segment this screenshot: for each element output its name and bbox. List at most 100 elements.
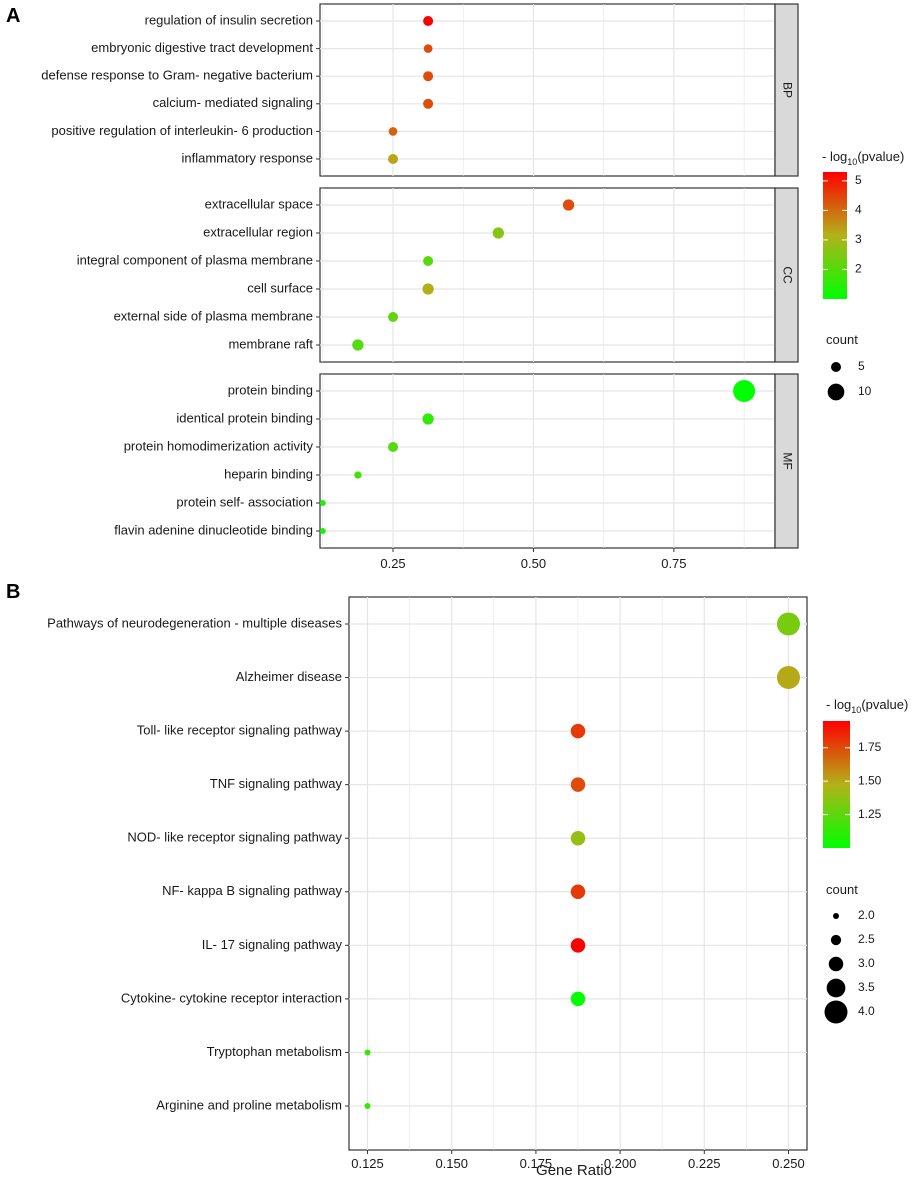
data-point: [319, 528, 326, 534]
y-tick-label: positive regulation of interleukin- 6 pr…: [51, 123, 313, 138]
y-tick-label: identical protein binding: [176, 410, 313, 425]
facet-strip-bp: [774, 3, 799, 177]
y-tick-label: IL- 17 signaling pathway: [202, 937, 343, 952]
data-point: [776, 612, 800, 636]
panel-b-y-labels: Pathways of neurodegeneration - multiple…: [47, 615, 349, 1112]
data-point: [733, 380, 756, 402]
panel-a-size-keys: 5 10: [827, 359, 872, 401]
size-key-dot: [831, 362, 841, 372]
size-key-label: 10: [858, 384, 872, 398]
y-tick-label: external side of plasma membrane: [114, 308, 313, 323]
size-key-label: 2.5: [858, 932, 875, 946]
data-point: [423, 44, 433, 53]
panel-b-plot: Pathways of neurodegeneration - multiple…: [47, 596, 808, 1151]
y-tick-label: defense response to Gram- negative bacte…: [41, 68, 313, 83]
facet-cc-points: [352, 199, 575, 351]
data-point: [570, 991, 586, 1007]
x-tick-label: 0.250: [772, 1156, 805, 1171]
facet-panel-bp: regulation of insulin secretion embryonic…: [41, 3, 799, 177]
y-tick-label: membrane raft: [228, 336, 313, 351]
panel-label-b: B: [6, 581, 20, 603]
data-point: [388, 442, 399, 452]
facet-panel-mf-border: [319, 373, 776, 549]
size-key-label: 3.0: [858, 956, 875, 970]
panel-b-colorbar-ticks: 1.25 1.50 1.75: [823, 740, 882, 821]
x-tick-label: 0.150: [435, 1156, 468, 1171]
y-tick-label: TNF signaling pathway: [210, 776, 343, 791]
panel-a-x-axis: 0.25 0.50 0.75: [380, 548, 687, 571]
colorbar-tick-label: 5: [855, 173, 862, 187]
panel-b-points: [364, 612, 800, 1109]
panel-b-x-axis: 0.125 0.150 0.175 0.200 0.225 0.250: [351, 1150, 805, 1171]
panel-b-colorbar: [823, 721, 850, 848]
y-tick-label: regulation of insulin secretion: [145, 12, 313, 27]
panel-b-color-legend-title: - log10(pvalue): [826, 697, 908, 715]
size-key-dot: [827, 383, 845, 401]
y-tick-label: Alzheimer disease: [236, 669, 342, 684]
colorbar-tick-label: 1.25: [858, 807, 882, 821]
data-point: [570, 723, 586, 739]
panel-a-colorbar-ticks: 2 3 4 5: [823, 173, 862, 276]
facet-mf-points: [319, 380, 756, 534]
data-point: [354, 471, 362, 479]
y-tick-label: Arginine and proline metabolism: [156, 1097, 342, 1112]
data-point: [562, 199, 575, 211]
data-point: [319, 500, 326, 506]
data-point: [423, 16, 434, 26]
data-point: [570, 938, 586, 953]
size-key-label: 5: [858, 359, 865, 373]
y-tick-label: Tryptophan metabolism: [207, 1044, 342, 1059]
size-key-dot: [830, 934, 842, 946]
panel-b-x-axis-title: Gene Ratio: [536, 1162, 612, 1179]
facet-mf-y-labels: protein binding identical protein binding…: [114, 382, 320, 537]
size-key-dot: [824, 1000, 848, 1024]
y-tick-label: NOD- like receptor signaling pathway: [127, 830, 342, 845]
x-tick-label: 0.50: [521, 556, 546, 571]
colorbar-tick-label: 3: [855, 232, 862, 246]
data-point: [422, 413, 434, 425]
size-key-label: 4.0: [858, 1004, 875, 1018]
panel-a-size-legend-title: count: [826, 332, 858, 347]
y-tick-label: embryonic digestive tract development: [91, 40, 313, 55]
facet-cc-grid: [320, 188, 775, 362]
panel-b-legend: - log10(pvalue) 1.25 1.50 1.75 count 2.0 2.…: [823, 697, 908, 1024]
x-tick-label: 0.75: [661, 556, 686, 571]
size-key-label: 3.5: [858, 980, 875, 994]
y-tick-label: NF- kappa B signaling pathway: [162, 883, 342, 898]
facet-strip-mf: [774, 373, 799, 549]
data-point: [570, 830, 586, 846]
x-tick-label: 0.200: [604, 1156, 637, 1171]
size-key-dot: [826, 978, 846, 998]
facet-strip-cc: [774, 187, 799, 363]
facet-cc-y-labels: extracellular space extracellular region i…: [77, 196, 320, 351]
x-tick-label: 0.125: [351, 1156, 384, 1171]
data-point: [388, 154, 399, 164]
facet-panel-cc-border: [319, 187, 776, 363]
data-point: [570, 777, 586, 792]
colorbar-tick-label: 1.75: [858, 740, 882, 754]
data-point: [776, 666, 800, 690]
y-tick-label: Cytokine- cytokine receptor interaction: [121, 990, 342, 1005]
y-tick-label: inflammatory response: [182, 150, 314, 165]
panel-label-a: A: [6, 5, 20, 27]
y-tick-label: heparin binding: [224, 466, 313, 481]
y-tick-label: Pathways of neurodegeneration - multiple…: [47, 615, 342, 630]
size-key-label: 2.0: [858, 908, 875, 922]
colorbar-tick-label: 1.50: [858, 773, 882, 787]
colorbar-tick-label: 2: [855, 262, 862, 276]
facet-strip-label-cc: CC: [780, 266, 794, 284]
y-tick-label: calcium- mediated signaling: [153, 95, 313, 110]
x-tick-label: 0.175: [520, 1156, 553, 1171]
facet-panel-bp-border: [319, 3, 776, 177]
facet-bp-points: [388, 16, 434, 164]
y-tick-label: extracellular space: [205, 196, 313, 211]
y-tick-label: protein homodimerization activity: [124, 438, 314, 453]
panel-a-colorbar: [823, 172, 847, 299]
y-tick-label: protein self- association: [176, 494, 313, 509]
y-tick-label: protein binding: [228, 382, 313, 397]
data-point: [423, 98, 434, 109]
data-point: [364, 1103, 371, 1109]
panel-b-size-legend-title: count: [826, 882, 858, 897]
